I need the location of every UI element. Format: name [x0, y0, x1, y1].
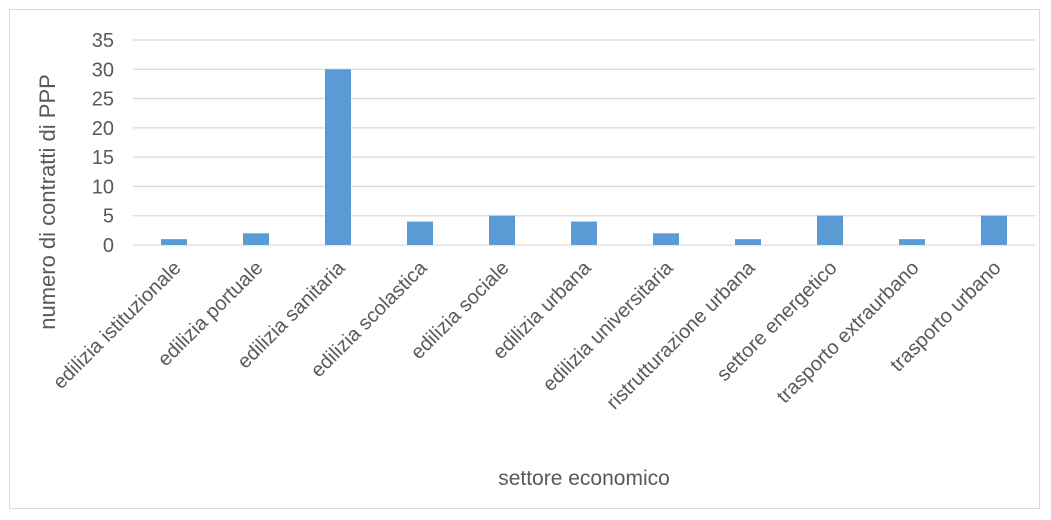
bar-3	[325, 69, 351, 246]
bar-9	[817, 215, 843, 245]
x-tick-label: trasporto extraurbano	[773, 257, 924, 408]
bar-8	[735, 239, 761, 245]
y-tick-label: 10	[92, 176, 114, 198]
y-tick-label: 0	[103, 235, 114, 257]
gridlines	[133, 39, 1035, 246]
y-tick-label: 5	[103, 206, 114, 228]
bar-4	[407, 221, 433, 245]
y-tick-label: 15	[92, 147, 114, 169]
y-tick-label: 30	[92, 59, 114, 81]
y-tick-labels: 0 5 10 15 20 25 30 35	[92, 30, 114, 257]
bar-7	[653, 233, 679, 245]
x-axis-label: settore economico	[498, 467, 670, 490]
bar-2	[243, 233, 269, 245]
bar-1	[161, 239, 187, 245]
y-tick-label: 25	[92, 89, 114, 111]
chart-frame	[9, 9, 1040, 509]
bar-5	[489, 215, 515, 245]
bar-11	[981, 215, 1007, 245]
y-axis-label: numero di contratti di PPP	[35, 74, 60, 330]
x-tick-label: edilizia istituzionale	[49, 257, 186, 394]
x-tick-label: ristrutturazione urbana	[602, 256, 760, 414]
bar-10	[899, 239, 925, 245]
y-tick-label: 20	[92, 118, 114, 140]
bar-6	[571, 221, 597, 245]
bars	[161, 69, 1007, 246]
y-tick-label: 35	[92, 30, 114, 52]
